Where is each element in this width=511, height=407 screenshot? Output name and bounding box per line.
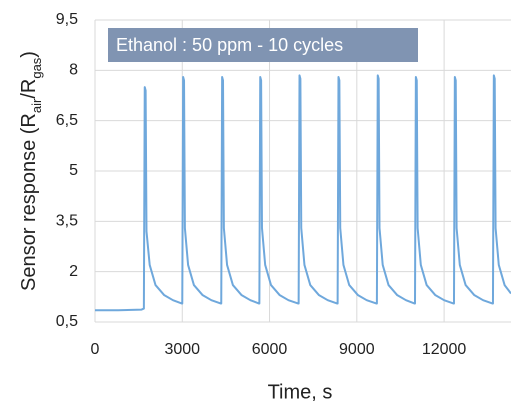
y-tick-label: 2 bbox=[69, 263, 78, 280]
y-tick-label: 3,5 bbox=[56, 213, 78, 230]
y-tick-label: 8 bbox=[69, 62, 78, 79]
y-tick-label: 0,5 bbox=[56, 313, 78, 330]
y-tick-label: 6,5 bbox=[56, 112, 78, 129]
y-axis-label-part: Sensor response (R bbox=[18, 113, 40, 291]
y-tick-label: 5 bbox=[69, 162, 78, 179]
title-box bbox=[108, 28, 418, 62]
y-axis-label-part: ) bbox=[18, 51, 40, 58]
y-axis-label: Sensor response (Rair/Rgas) bbox=[18, 51, 44, 291]
y-tick-label: 9,5 bbox=[56, 11, 78, 28]
x-tick-label: 9000 bbox=[339, 341, 375, 358]
y-axis-label-part: air bbox=[29, 98, 44, 113]
x-tick-label: 3000 bbox=[164, 341, 200, 358]
y-axis-label-part: gas bbox=[29, 57, 44, 78]
y-axis-label-part: /R bbox=[18, 79, 40, 99]
chart-title: Ethanol : 50 ppm - 10 cycles bbox=[116, 35, 343, 55]
x-tick-label: 12000 bbox=[422, 341, 467, 358]
data-line bbox=[95, 74, 511, 312]
x-tick-label: 6000 bbox=[252, 341, 288, 358]
x-axis-label: Time, s bbox=[268, 381, 333, 403]
x-tick-label: 0 bbox=[91, 341, 100, 358]
